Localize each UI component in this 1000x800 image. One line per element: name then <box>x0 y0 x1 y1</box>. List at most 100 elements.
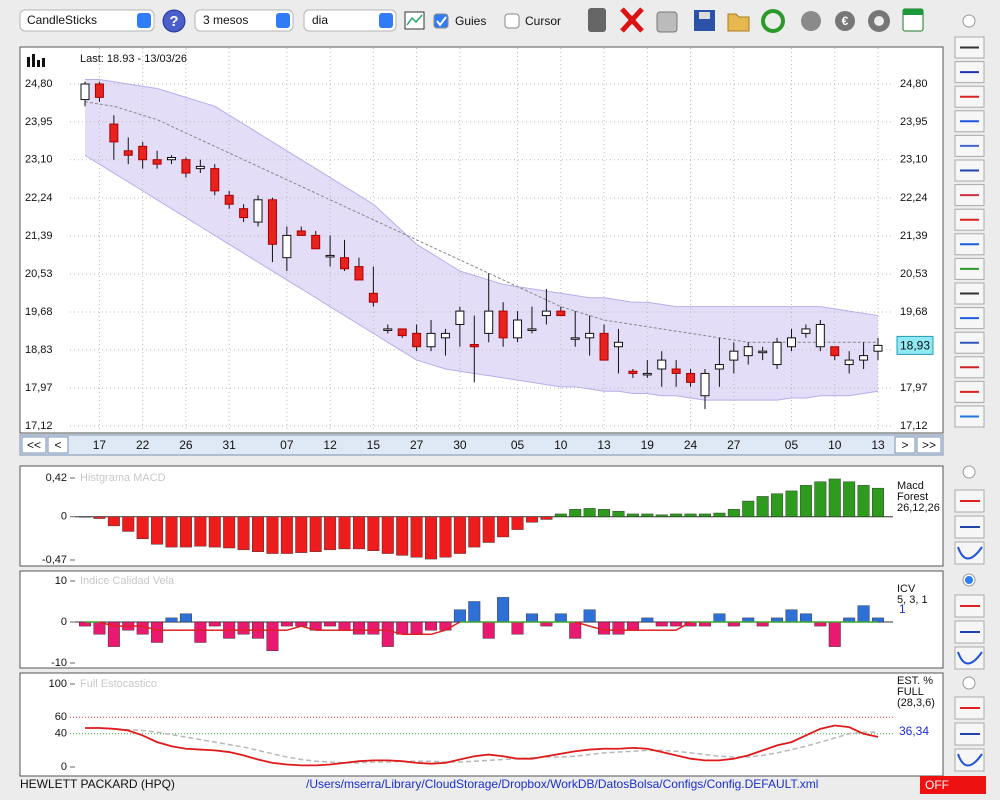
y-tick-label-right: 21,39 <box>900 230 928 242</box>
indicator-line <box>387 629 403 636</box>
chart-type-select[interactable]: CandleSticks <box>19 9 155 32</box>
check-mark <box>436 16 447 27</box>
histogram-bar <box>828 478 841 517</box>
y-tick-label: 40 <box>55 728 67 740</box>
histogram-bar <box>670 621 683 627</box>
candle-body <box>383 328 393 331</box>
candle-body <box>527 328 537 331</box>
histogram-bar <box>468 516 481 548</box>
help-button[interactable]: ? <box>162 9 186 33</box>
next-button[interactable]: > <box>894 436 916 454</box>
panel-title: Full Estocastico <box>80 678 157 690</box>
histogram-bar <box>338 621 351 631</box>
y-tick-label: 0,42 <box>46 472 67 484</box>
x-tick-label: 07 <box>280 438 294 452</box>
candle-body <box>426 332 436 348</box>
first-label: << <box>27 438 41 452</box>
histogram-bar <box>785 609 798 623</box>
prev-label: < <box>54 438 61 452</box>
candle-body <box>700 372 710 397</box>
histogram-bar <box>612 510 625 517</box>
indicator-button[interactable] <box>954 541 985 565</box>
candle-body <box>455 310 465 325</box>
prev-button[interactable]: < <box>47 436 69 454</box>
y-tick-label-right: 17,12 <box>900 420 928 432</box>
histogram-bar <box>107 516 120 527</box>
histogram-bar <box>727 509 740 517</box>
y-tick-label: 0 <box>61 616 67 628</box>
candle-body <box>729 350 739 361</box>
last-value-label: 36,34 <box>899 724 929 738</box>
sidebar[interactable] <box>954 14 985 772</box>
indicator-button[interactable] <box>954 748 985 772</box>
next-label: > <box>901 438 908 452</box>
histogram-bar <box>367 621 380 635</box>
histogram-bar <box>612 621 625 635</box>
last-label: >> <box>922 438 936 452</box>
candle-body <box>830 346 840 357</box>
indicator-line <box>99 621 115 627</box>
candle-body <box>397 328 407 337</box>
last-button[interactable]: >> <box>916 436 942 454</box>
y-tick-label: 100 <box>49 678 67 690</box>
cursor-checkbox[interactable]: Cursor <box>504 13 561 29</box>
panel-radio[interactable] <box>962 14 976 28</box>
y-tick-label: 18,83 <box>25 344 53 356</box>
panel-radio[interactable] <box>962 465 976 479</box>
histogram-bar <box>381 621 394 647</box>
histogram-bar <box>713 512 726 517</box>
y-tick-label: 23,95 <box>25 116 53 128</box>
interval-select[interactable]: dia <box>303 9 397 32</box>
x-tick-label: 30 <box>453 438 467 452</box>
histogram-bar <box>237 516 250 551</box>
toolbar-icons[interactable]: € <box>588 7 924 33</box>
histogram-bar <box>655 514 668 517</box>
x-tick-label: 27 <box>727 438 741 452</box>
histogram-bar <box>367 516 380 551</box>
histogram-bar <box>525 516 538 523</box>
band-fill <box>85 79 878 401</box>
histogram-bar <box>511 621 524 635</box>
first-button[interactable]: << <box>21 436 47 454</box>
y-tick-label: 20,53 <box>25 268 53 280</box>
candle-body <box>671 368 681 374</box>
candle-body <box>844 359 854 366</box>
candle-body <box>440 332 450 339</box>
candle-body <box>253 199 263 223</box>
indicator-line <box>445 621 461 631</box>
x-tick-label: 13 <box>597 438 611 452</box>
y-tick-label-right: 23,10 <box>900 154 928 166</box>
histogram-bar <box>511 516 524 530</box>
histogram-bar <box>338 516 351 550</box>
candle-body <box>642 372 652 376</box>
histogram-bar <box>208 621 221 627</box>
candle-body <box>167 156 177 161</box>
panel-radio[interactable] <box>962 676 976 690</box>
histogram-bar <box>179 516 192 548</box>
mode-indicator[interactable]: OFF <box>920 776 986 794</box>
candle-body <box>556 310 566 317</box>
period-select[interactable]: 3 mesos <box>194 9 294 32</box>
histogram-bar <box>194 516 207 547</box>
indicator-button[interactable] <box>954 646 985 670</box>
candle-body <box>469 344 479 348</box>
candle-body <box>138 145 148 161</box>
y-tick-label-right: 23,95 <box>900 116 928 128</box>
indicator-glyph <box>957 753 983 767</box>
config-path[interactable]: /Users/mserra/Library/CloudStorage/Dropb… <box>306 777 818 791</box>
histogram-bar <box>266 516 279 554</box>
y-tick-label: 22,24 <box>25 192 53 204</box>
histogram-bar <box>857 485 870 517</box>
x-tick-label: 31 <box>223 438 237 452</box>
x-tick-label: 27 <box>410 438 424 452</box>
indicator-line <box>575 621 590 627</box>
chart-icon[interactable] <box>404 11 425 30</box>
histogram-bar <box>381 516 394 554</box>
histogram-bar <box>151 516 164 545</box>
legend-label: 5, 3, 1 <box>897 594 928 606</box>
histogram-bar <box>352 621 365 635</box>
histogram-bar <box>699 513 711 517</box>
candle-body <box>267 199 277 245</box>
histogram-bar <box>151 621 164 643</box>
